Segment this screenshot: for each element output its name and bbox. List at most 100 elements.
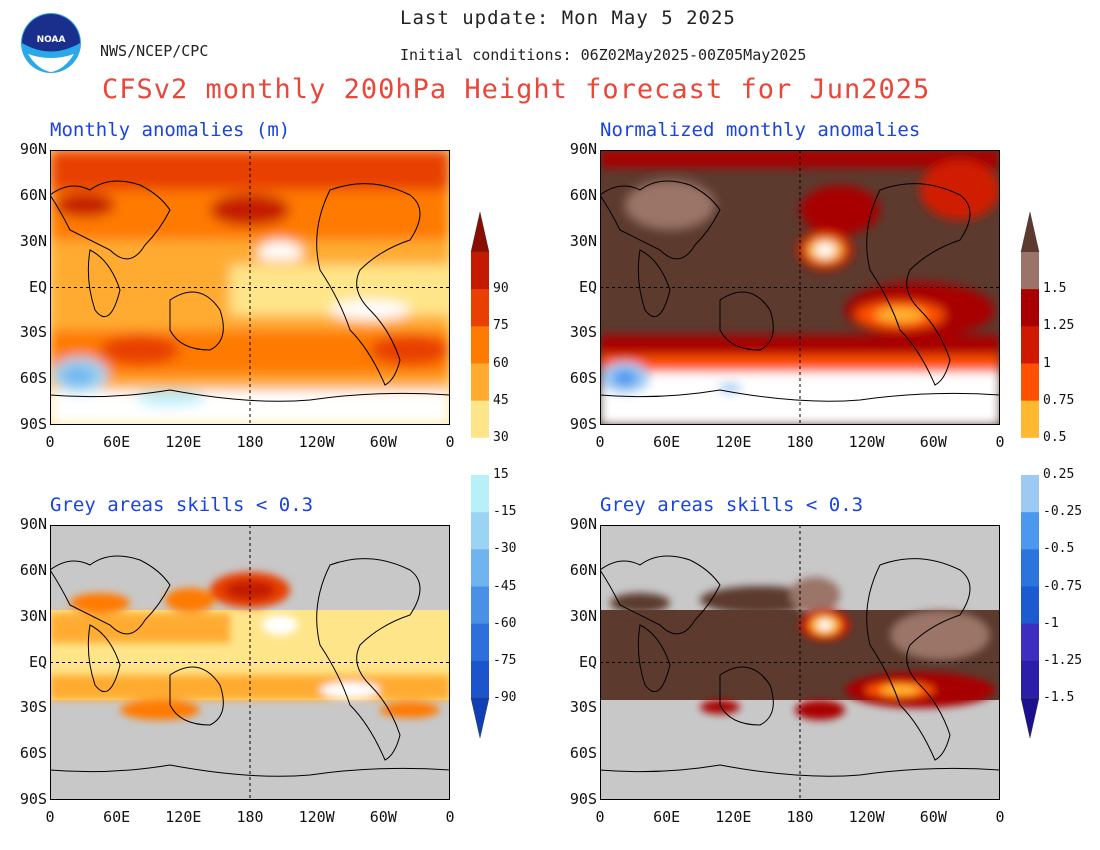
noaa-logo-icon: NOAA — [21, 13, 81, 73]
lon-label: 60W — [919, 433, 947, 451]
lon-label: 180 — [786, 433, 814, 451]
lat-label: 90N — [569, 515, 597, 533]
colorbar-tick-label: 1.25 — [1043, 318, 1075, 334]
panel-title-top-left: Monthly anomalies (m) — [50, 119, 291, 141]
colorbar-segment — [1021, 586, 1039, 625]
lat-label: 30S — [19, 698, 47, 717]
lon-label: 120W — [848, 433, 885, 451]
colorbar-tick-label: -45 — [493, 578, 517, 594]
colorbar-tick-label: -1 — [1043, 615, 1059, 631]
colorbar-tick-label: 0.5 — [1043, 429, 1067, 445]
lat-label: 30N — [569, 231, 597, 250]
org-label: NWS/NCEP/CPC — [100, 42, 209, 60]
colorbar-segment — [1021, 660, 1039, 699]
last-update: Last update: Mon May 5 2025 — [400, 7, 736, 29]
lat-label: 30N — [569, 606, 597, 625]
lon-label: 180 — [236, 433, 264, 451]
colorbar-segment — [1021, 326, 1039, 364]
colorbar-tick-label: 90 — [493, 281, 509, 297]
lat-label: 90N — [569, 140, 597, 158]
colorbar-segment — [471, 475, 489, 513]
lat-label: EQ — [578, 652, 597, 671]
colorbar-tick-label: 1 — [1043, 355, 1051, 371]
lon-label: 60E — [103, 808, 131, 826]
panel-title-bottom-left: Grey areas skills < 0.3 — [50, 494, 314, 516]
colorbar-segment — [471, 512, 489, 550]
colorbar-tick-label: 45 — [493, 392, 509, 408]
lon-label: 120W — [848, 808, 885, 826]
colorbar-left — [470, 212, 490, 738]
colorbar-tick-label: 60 — [493, 355, 509, 371]
lon-label: 180 — [236, 808, 264, 826]
colorbar-tick-label: -0.25 — [1043, 504, 1083, 520]
colorbar-tick-label: 0.25 — [1043, 467, 1075, 482]
colorbar-segment — [471, 326, 489, 364]
colorbar-tick-label: 75 — [493, 318, 509, 334]
lat-label: 90S — [569, 790, 597, 808]
colorbar-segment — [1021, 512, 1039, 550]
lat-label: 90S — [19, 415, 47, 433]
map-monthly-anomalies — [50, 150, 450, 425]
lat-label: 30N — [19, 606, 47, 625]
lat-label: 60N — [569, 185, 597, 204]
colorbar-segment — [471, 252, 489, 290]
lon-label: 60E — [653, 808, 681, 826]
colorbar-tick-label: -30 — [493, 541, 517, 557]
lon-label: 0 — [445, 808, 455, 826]
colorbar-top-triangle — [470, 212, 490, 253]
colorbar-tick-label: 0.75 — [1043, 392, 1075, 408]
lat-label: 60S — [19, 744, 47, 763]
colorbar-tick-label: 15 — [493, 467, 509, 482]
colorbar-tick-label: -1.5 — [1043, 690, 1075, 705]
lat-label: 60N — [569, 560, 597, 579]
colorbar-segment — [1021, 363, 1039, 402]
colorbar-tick-label: -0.75 — [1043, 578, 1083, 594]
colorbar-segment — [471, 363, 489, 402]
colorbar-tick-label: -75 — [493, 652, 517, 668]
colorbar-tick-label: -15 — [493, 504, 517, 520]
colorbar-segment — [471, 289, 489, 327]
lat-label: 30S — [569, 698, 597, 717]
lat-label: 60S — [569, 744, 597, 763]
lon-label: 60W — [369, 808, 397, 826]
panel-title-top-right: Normalized monthly anomalies — [600, 119, 921, 141]
colorbar-segment — [1021, 252, 1039, 290]
colorbar-tick-label: 30 — [493, 429, 509, 445]
lat-label: 60N — [19, 185, 47, 204]
lon-label: 60E — [653, 433, 681, 451]
lat-label: 60S — [19, 369, 47, 388]
lat-label: EQ — [28, 652, 47, 671]
map-skill-masked-normalized — [600, 525, 1000, 800]
colorbar-tick-label: -60 — [493, 615, 517, 631]
lat-label: 30S — [19, 323, 47, 342]
lat-label: EQ — [578, 277, 597, 296]
lat-label: EQ — [28, 277, 47, 296]
lon-label: 0 — [995, 433, 1005, 451]
lon-label: 120E — [715, 433, 752, 451]
colorbar-segment — [1021, 549, 1039, 587]
colorbar-segment — [1021, 289, 1039, 327]
lon-label: 120W — [298, 433, 335, 451]
lon-label: 0 — [595, 433, 605, 451]
lon-label: 120W — [298, 808, 335, 826]
lon-label: 0 — [445, 433, 455, 451]
lat-label: 90S — [19, 790, 47, 808]
colorbar-tick-label: -0.5 — [1043, 541, 1075, 557]
lat-label: 90N — [19, 140, 47, 158]
colorbar-tick-label: 1.5 — [1043, 281, 1067, 297]
lon-label: 120E — [165, 808, 202, 826]
colorbar-segment — [1021, 400, 1039, 439]
lat-label: 30S — [569, 323, 597, 342]
panel-title-bottom-right: Grey areas skills < 0.3 — [600, 494, 864, 516]
colorbar-segment — [471, 623, 489, 662]
map-skill-masked-anomalies — [50, 525, 450, 800]
lon-label: 60W — [369, 433, 397, 451]
colorbar-segment — [1021, 437, 1039, 476]
colorbar-segment — [471, 549, 489, 587]
initial-conditions: Initial conditions: 06Z02May2025-00Z05Ma… — [400, 46, 807, 64]
colorbar-top-triangle — [1020, 212, 1040, 253]
lon-label: 60E — [103, 433, 131, 451]
colorbar-tick-label: -1.25 — [1043, 652, 1083, 668]
lon-label: 0 — [995, 808, 1005, 826]
lon-label: 120E — [715, 808, 752, 826]
